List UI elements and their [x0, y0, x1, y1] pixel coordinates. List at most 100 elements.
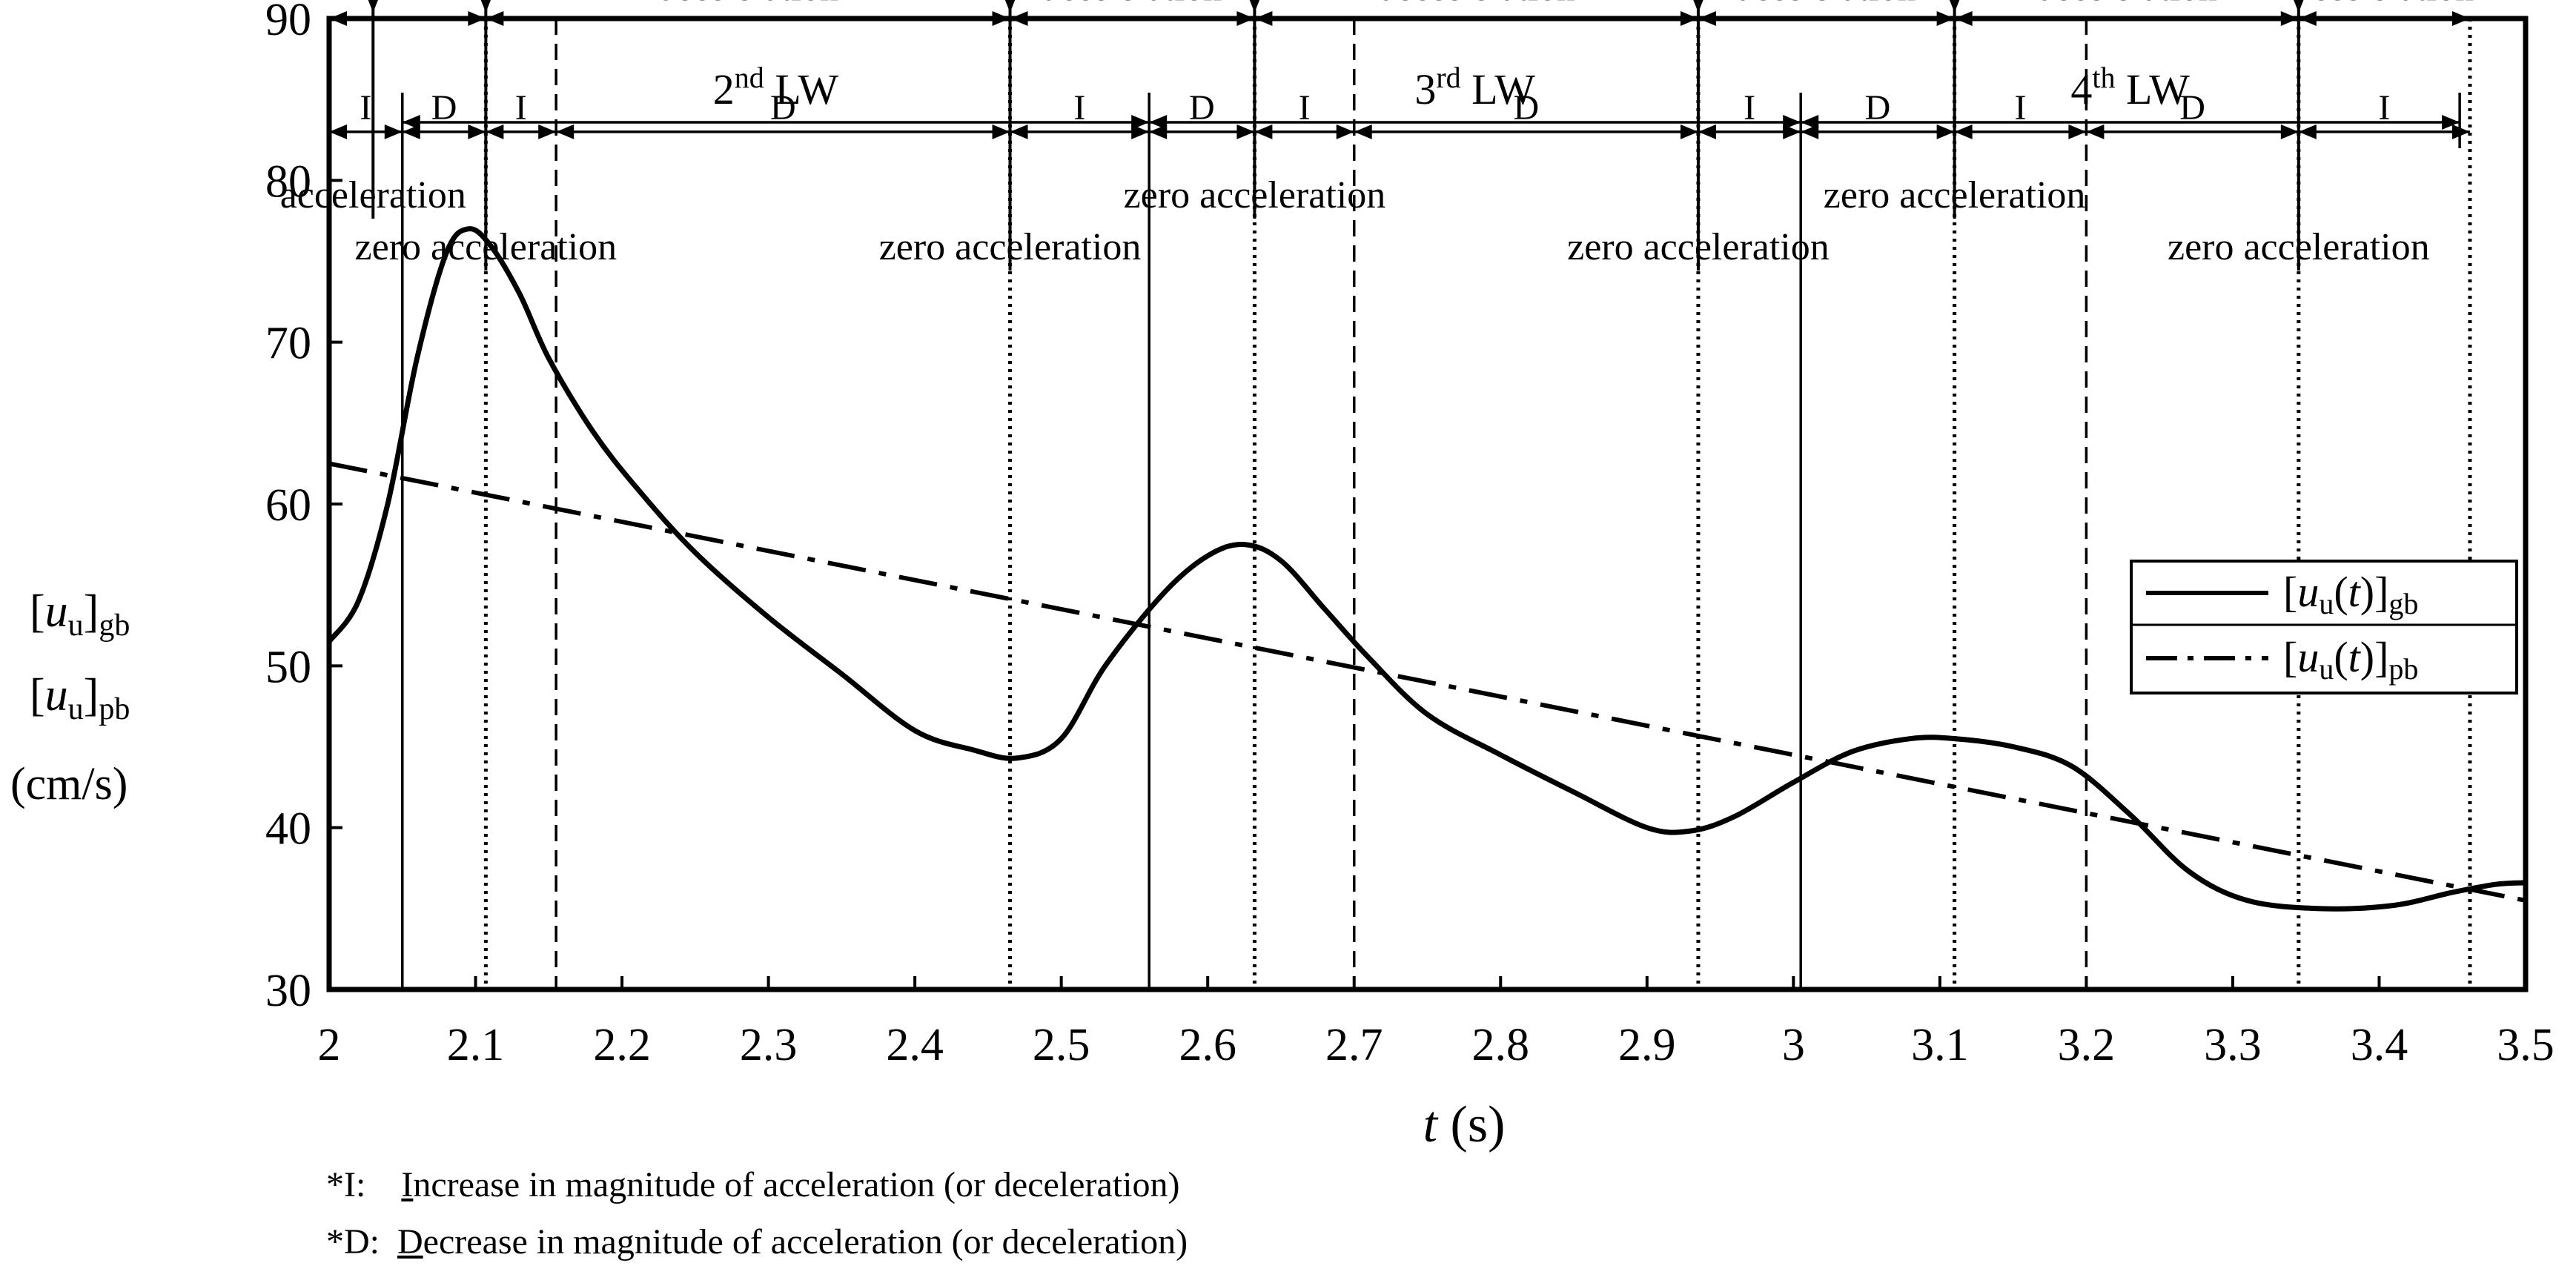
- y-tick-label: 30: [265, 966, 311, 1016]
- point-annotation-arrowhead: [368, 0, 378, 13]
- y-tick-label: 50: [265, 642, 311, 692]
- id-arrow-arrow-right: [384, 124, 403, 139]
- x-axis-label: t (s): [1423, 1096, 1506, 1153]
- x-tick-label: 2.1: [447, 1020, 505, 1070]
- id-arrow-arrow-right: [1936, 124, 1955, 139]
- id-arrow-arrow-left: [486, 124, 504, 139]
- id-arrow-arrow-left: [1254, 124, 1273, 139]
- phase-arrow-arrow-right: [1236, 11, 1255, 26]
- id-label: I: [1744, 88, 1755, 127]
- y-tick-label: 70: [265, 319, 311, 369]
- id-arrow-arrow-right: [2068, 124, 2087, 139]
- phase-arrow-arrow-left: [1954, 11, 1973, 26]
- phase-arrow-first-arrow-left: [329, 11, 347, 26]
- lw-interval-arrow-arrow-left: [1801, 115, 1819, 130]
- phase-arrow-arrow-right: [2280, 11, 2299, 26]
- series-line-gb: [329, 226, 2526, 912]
- id-label: I: [360, 88, 371, 127]
- id-arrow-arrow-left: [1954, 124, 1973, 139]
- x-tick-label: 3.5: [2497, 1020, 2555, 1070]
- id-label: D: [2179, 88, 2205, 127]
- phase-label: deceleration: [658, 0, 838, 8]
- x-tick-label: 2.6: [1179, 1020, 1236, 1070]
- id-label: I: [1299, 88, 1311, 127]
- lw-interval-label: 2nd LW: [713, 61, 839, 113]
- lw-interval-label: 3rd LW: [1414, 61, 1535, 113]
- id-label: D: [431, 88, 457, 127]
- point-annotation-arrowhead: [480, 0, 491, 13]
- legend-label-gb: [uu(t)]gb: [2283, 568, 2418, 620]
- phase-label: acceleration: [2295, 0, 2474, 8]
- x-tick-label: 2.2: [593, 1020, 651, 1070]
- phase-label: acceleration: [1043, 0, 1222, 8]
- x-tick-label: 2.7: [1325, 1020, 1383, 1070]
- footnote-increase: *I: Increase in magnitude of acceleratio…: [326, 1165, 1180, 1204]
- id-arrow-arrow-left: [1698, 124, 1716, 139]
- id-arrow-arrow-left: [2298, 124, 2317, 139]
- legend-box: [2130, 560, 2518, 694]
- phase-label: deceleration: [2036, 0, 2217, 8]
- id-arrow-arrow-right: [2451, 124, 2470, 139]
- x-tick-label: 2.4: [886, 1020, 944, 1070]
- id-arrow-arrow-left: [1149, 124, 1168, 139]
- id-arrow-arrow-right: [538, 124, 557, 139]
- id-arrow-arrow-right: [1783, 124, 1801, 139]
- id-label: D: [770, 88, 796, 127]
- id-arrow-arrow-left: [2086, 124, 2105, 139]
- lw-interval-label: 4th LW: [2070, 61, 2190, 113]
- y-tick-label: 80: [265, 156, 311, 207]
- point-annotation-arrowhead: [2294, 0, 2304, 13]
- y-tick-label: 40: [265, 804, 311, 855]
- id-label: D: [1865, 88, 1891, 127]
- legend-label-pb: [uu(t)]pb: [2283, 633, 2418, 686]
- id-label: I: [1073, 88, 1085, 127]
- legend: [uu(t)]gb [uu(t)]pb: [2130, 560, 2518, 694]
- phase-arrow-arrow-left: [1010, 11, 1028, 26]
- lw-interval-arrow-arrow-left: [1149, 115, 1168, 130]
- id-arrow-arrow-left: [402, 124, 420, 139]
- x-tick-label: 3.4: [2351, 1020, 2408, 1070]
- phase-arrow-arrow-right: [2451, 11, 2470, 26]
- lw-interval-arrow-arrow-right: [1783, 115, 1801, 130]
- phase-label: decceleration: [1377, 0, 1575, 8]
- phase-arrow-first-arrow-right: [468, 11, 486, 26]
- phase-label: acceleration: [1737, 0, 1916, 8]
- phase-arrow-arrow-left: [1698, 11, 1716, 26]
- x-tick-label: 2: [318, 1020, 341, 1070]
- phase-arrow-arrow-left: [1254, 11, 1273, 26]
- phase-arrow-arrow-right: [992, 11, 1010, 26]
- id-label: I: [2015, 88, 2027, 127]
- point-annotation-arrowhead: [1693, 0, 1703, 13]
- id-label: I: [515, 88, 527, 127]
- x-tick-label: 2.8: [1472, 1020, 1530, 1070]
- phase-arrow-arrow-right: [1936, 11, 1955, 26]
- x-tick-label: 2.9: [1618, 1020, 1676, 1070]
- x-tick-label: 3.2: [2058, 1020, 2116, 1070]
- id-arrow-arrow-left: [556, 124, 575, 139]
- lw-interval-arrow-arrow-right: [1131, 115, 1150, 130]
- y-axis-label-gb: [uu]gb: [30, 586, 130, 643]
- id-arrow-arrow-right: [468, 124, 486, 139]
- id-arrow-arrow-right: [992, 124, 1010, 139]
- x-tick-label: 3.1: [1911, 1020, 1969, 1070]
- id-arrow-arrow-right: [1680, 124, 1698, 139]
- id-label: I: [2378, 88, 2390, 127]
- plot-frame: [326, 16, 2529, 992]
- id-arrow-arrow-left: [329, 124, 347, 139]
- phase-arrow-arrow-left: [2298, 11, 2317, 26]
- phase-arrow-arrow-left: [486, 11, 504, 26]
- id-arrow-arrow-left: [1354, 124, 1372, 139]
- point-annotation-arrowhead: [1004, 0, 1016, 13]
- id-arrow-arrow-right: [1131, 124, 1150, 139]
- point-annotation-arrowhead: [1949, 0, 1960, 13]
- id-arrow-arrow-right: [1336, 124, 1354, 139]
- x-tick-label: 2.3: [740, 1020, 798, 1070]
- y-tick-label: 60: [265, 480, 311, 531]
- lw-interval-arrow-arrow-left: [402, 115, 420, 130]
- series-line-pb: [329, 461, 2526, 903]
- footnote-decrease: *D: Decrease in magnitude of acceleratio…: [326, 1222, 1188, 1262]
- point-annotation-arrowhead: [1249, 0, 1260, 13]
- id-arrow-arrow-right: [1236, 124, 1255, 139]
- x-tick-label: 2.5: [1033, 1020, 1090, 1070]
